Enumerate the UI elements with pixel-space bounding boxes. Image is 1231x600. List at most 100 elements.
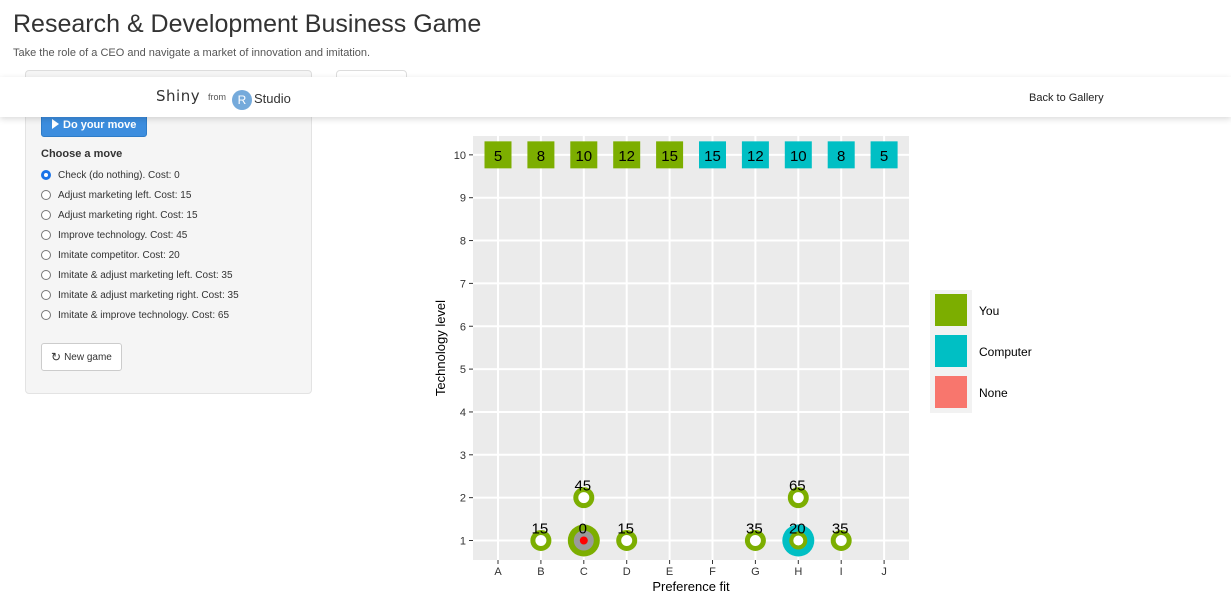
plot-panel [473, 136, 909, 560]
play-icon [52, 119, 59, 129]
move-option-label: Adjust marketing left. Cost: 15 [58, 189, 192, 201]
sidebar-panel: Do your move Choose a move Check (do not… [25, 100, 312, 394]
x-axis-title: Preference fit [652, 579, 730, 594]
move-cost-label: 0 [579, 521, 587, 538]
move-cost-label: 15 [617, 521, 634, 538]
y-tick-label: 6 [460, 321, 466, 333]
market-tile [784, 141, 812, 169]
new-game-button[interactable]: ↻ New game [41, 343, 122, 371]
x-tick-label: A [494, 566, 502, 578]
refresh-icon: ↻ [51, 350, 62, 364]
market-tile [570, 141, 598, 169]
move-option[interactable]: Imitate & adjust marketing left. Cost: 3… [41, 267, 233, 283]
y-tick-label: 4 [460, 407, 466, 419]
market-tile-value: 5 [880, 148, 888, 165]
market-tile [741, 141, 769, 169]
move-option[interactable]: Check (do nothing). Cost: 0 [41, 167, 180, 183]
market-tile-value: 8 [537, 148, 545, 165]
market-tile [613, 141, 641, 169]
move-option[interactable]: Improve technology. Cost: 45 [41, 227, 187, 243]
move-radio[interactable] [41, 270, 51, 280]
from-text: from [208, 92, 226, 102]
move-radio[interactable] [41, 310, 51, 320]
x-tick-label: J [881, 566, 887, 578]
studio-logo-text: Studio [254, 91, 291, 106]
y-tick-label: 3 [460, 450, 466, 462]
market-tile-value: 10 [790, 148, 807, 165]
move-option[interactable]: Adjust marketing right. Cost: 15 [41, 207, 198, 223]
y-tick-label: 1 [460, 536, 466, 548]
market-tile-value: 12 [747, 148, 764, 165]
move-option-marker [573, 487, 595, 509]
y-tick-label: 7 [460, 278, 466, 290]
shiny-banner: Shiny from R Studio Back to Gallery [0, 77, 1231, 117]
x-tick-label: I [840, 566, 843, 578]
market-tile [656, 141, 684, 169]
y-tick-label: 5 [460, 364, 466, 376]
market-tile [827, 141, 855, 169]
y-tick-label: 10 [454, 150, 466, 162]
legend-label: You [979, 304, 999, 318]
move-option-marker [616, 530, 638, 551]
x-tick-label: B [537, 566, 544, 578]
market-tile-value: 8 [837, 148, 845, 165]
market-tile-value: 10 [575, 148, 592, 165]
market-tile [870, 141, 898, 169]
market-tile-value: 15 [704, 148, 721, 165]
legend-key [935, 294, 967, 326]
move-option-marker [787, 487, 809, 509]
move-option[interactable]: Imitate & improve technology. Cost: 65 [41, 307, 229, 323]
move-option[interactable]: Imitate & adjust marketing right. Cost: … [41, 287, 239, 303]
back-to-gallery-link[interactable]: Back to Gallery [1029, 92, 1104, 104]
selected-move-marker [579, 536, 588, 545]
move-option-marker [744, 530, 766, 551]
move-radio[interactable] [41, 190, 51, 200]
shiny-logo-text[interactable]: Shiny [156, 87, 201, 105]
move-option-label: Imitate & improve technology. Cost: 65 [58, 309, 230, 321]
x-tick-label: F [709, 566, 716, 578]
move-cost-label: 35 [746, 521, 763, 538]
x-tick-label: D [623, 566, 631, 578]
x-tick-label: H [794, 566, 802, 578]
market-tile-value: 5 [494, 148, 502, 165]
move-cost-label: 65 [789, 478, 806, 495]
market-tile [527, 141, 555, 169]
move-option-marker [830, 530, 852, 551]
legend-key [935, 376, 967, 408]
page-title: Research & Development Business Game [13, 10, 482, 38]
move-option-label: Improve technology. Cost: 45 [58, 229, 188, 241]
x-tick-label: G [751, 566, 760, 578]
new-game-label: New game [64, 351, 112, 363]
move-option[interactable]: Adjust marketing left. Cost: 15 [41, 187, 191, 203]
move-option-label: Check (do nothing). Cost: 0 [58, 169, 180, 181]
move-radio[interactable] [41, 170, 51, 180]
y-axis-title: Technology level [433, 300, 448, 396]
x-tick-label: C [580, 566, 588, 578]
choose-move-heading: Choose a move [41, 148, 123, 160]
y-tick-label: 8 [460, 236, 466, 248]
move-option-label: Adjust marketing right. Cost: 15 [58, 209, 198, 221]
market-tile-value: 15 [661, 148, 678, 165]
y-tick-label: 9 [460, 193, 466, 205]
legend-label: None [979, 386, 1008, 400]
r-logo-icon: R [232, 90, 252, 110]
move-option-marker [530, 530, 552, 551]
move-cost-label: 20 [789, 521, 806, 538]
move-radio[interactable] [41, 290, 51, 300]
legend-label: Computer [979, 345, 1032, 359]
page-subtitle: Take the role of a CEO and navigate a ma… [13, 47, 371, 59]
move-radio[interactable] [41, 210, 51, 220]
move-option-label: Imitate & adjust marketing right. Cost: … [58, 289, 239, 301]
x-tick-label: E [666, 566, 673, 578]
market-tile [484, 141, 512, 169]
move-radio[interactable] [41, 230, 51, 240]
move-cost-label: 35 [832, 521, 849, 538]
y-tick-label: 2 [460, 493, 466, 505]
market-tile-value: 12 [618, 148, 635, 165]
move-radio[interactable] [41, 250, 51, 260]
do-your-move-label: Do your move [63, 119, 137, 131]
move-option[interactable]: Imitate competitor. Cost: 20 [41, 247, 180, 263]
market-tile [699, 141, 726, 169]
move-cost-label: 45 [574, 478, 591, 495]
move-option-label: Imitate & adjust marketing left. Cost: 3… [58, 269, 233, 281]
